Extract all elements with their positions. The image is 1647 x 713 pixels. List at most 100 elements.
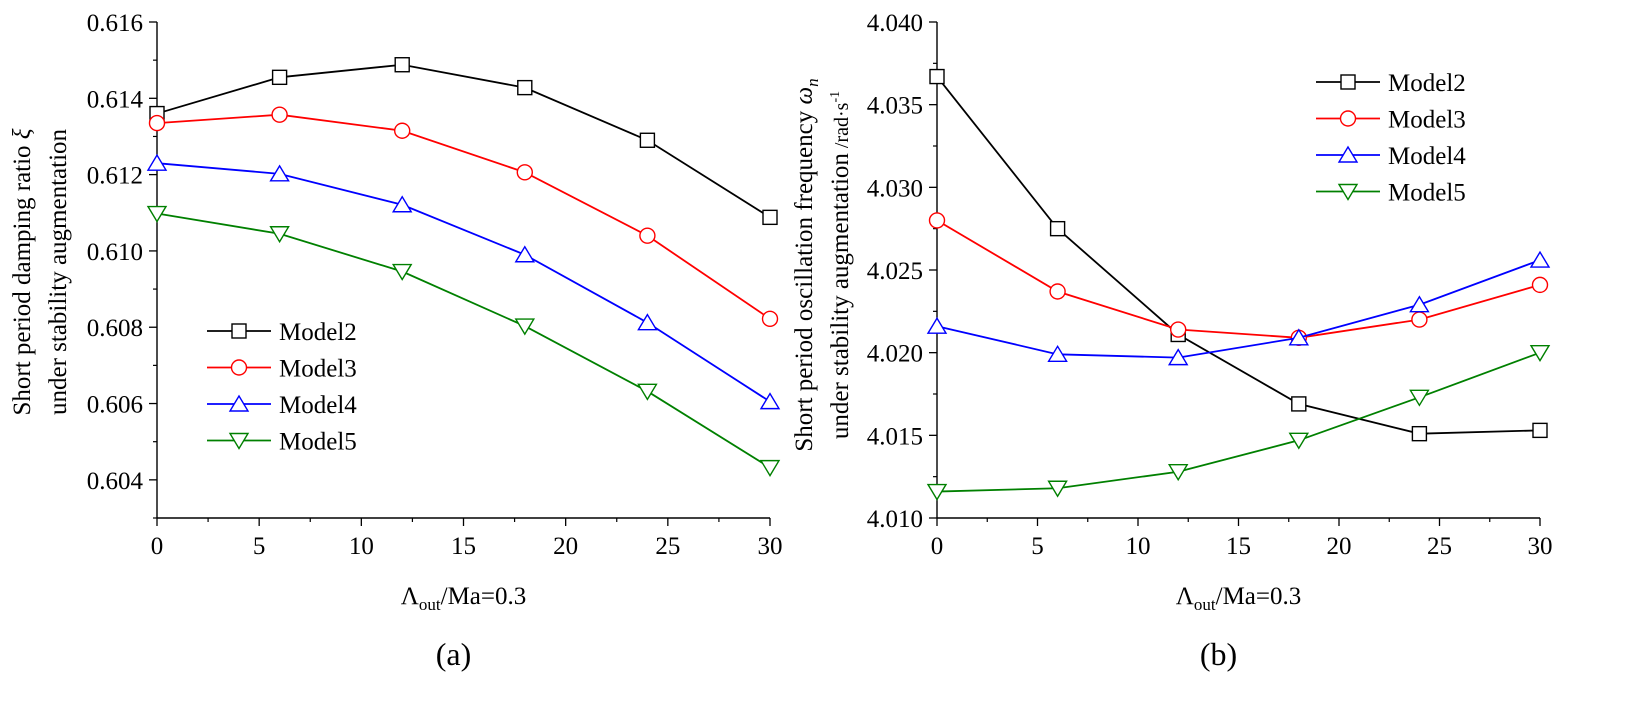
data-point — [1411, 425, 1428, 442]
series-model5 — [926, 344, 1551, 501]
legend-marker — [1339, 110, 1357, 127]
legend: Model2 Model3 Model4 Model5 — [207, 319, 357, 456]
x-axis-label: Λout/Ma=0.3 — [401, 583, 527, 614]
data-point — [1409, 295, 1430, 313]
legend-marker — [1340, 74, 1356, 90]
legend-marker — [228, 394, 250, 412]
y-tick-label: 0.614 — [87, 86, 144, 113]
data-point — [514, 318, 536, 336]
series-line — [936, 259, 1541, 359]
chart-panel-a: 0 5 10 15 20 25 30 0.604 0.606 0.608 0.610 0.612 0.6… — [9, 10, 783, 672]
x-tick-label: 10 — [349, 533, 374, 560]
data-point — [271, 106, 288, 123]
chart-panel-b: 0 5 10 15 20 25 30 4.010 4.015 4.020 4.025 4.030 4.0… — [791, 10, 1553, 672]
legend-label: Model2 — [279, 319, 357, 346]
data-point — [517, 79, 533, 96]
data-point — [1049, 220, 1066, 237]
y-tick-label: 4.025 — [867, 258, 923, 285]
data-point — [394, 57, 410, 73]
y-tick-label: 0.610 — [87, 239, 143, 266]
data-point — [761, 310, 779, 328]
data-point — [759, 392, 781, 410]
data-point — [637, 313, 658, 331]
legend-label: Model3 — [1388, 107, 1466, 134]
data-point — [928, 212, 946, 229]
data-point — [1531, 276, 1549, 294]
x-tick-label: 25 — [655, 533, 680, 560]
y-tick-label: 4.035 — [867, 93, 923, 120]
series-model3 — [928, 212, 1549, 346]
series-line — [156, 162, 771, 403]
data-point — [1532, 422, 1548, 439]
y-tick-label: 4.040 — [867, 10, 923, 37]
data-point — [639, 132, 656, 148]
y-axis-label-line2: under stability augmentation /rad·s-1 — [827, 91, 854, 439]
data-point — [926, 316, 948, 334]
x-tick-label: 5 — [253, 533, 266, 560]
x-tick-label: 25 — [1427, 533, 1452, 560]
data-point — [1167, 464, 1189, 482]
legend-marker — [231, 323, 247, 339]
data-point — [1047, 480, 1068, 498]
data-point — [759, 459, 781, 477]
y-axis-label-line1: Short period oscillation frequency ωn — [791, 78, 822, 451]
data-point — [1291, 396, 1307, 412]
data-point — [516, 164, 533, 181]
series-model4 — [926, 250, 1551, 366]
series-line — [936, 351, 1541, 493]
y-tick-label: 0.616 — [87, 10, 143, 37]
y-tick-label: 0.612 — [87, 163, 143, 190]
y-tick-label: 4.030 — [867, 175, 923, 202]
x-tick-label: 0 — [151, 533, 164, 560]
legend-label: Model5 — [1388, 180, 1466, 207]
data-point — [514, 245, 536, 263]
x-tick-label: 5 — [1031, 533, 1044, 560]
data-point — [394, 122, 411, 139]
series-line — [936, 219, 1541, 339]
data-point — [1529, 250, 1551, 268]
panel-label: (a) — [436, 636, 472, 672]
legend-marker — [228, 432, 250, 450]
series-line — [156, 63, 771, 219]
legend-marker — [1337, 183, 1359, 201]
data-point — [1288, 432, 1310, 450]
data-point — [762, 209, 778, 226]
data-point — [1169, 321, 1187, 338]
legend-label: Model4 — [279, 392, 357, 419]
series-model4 — [146, 153, 781, 410]
series-line — [936, 76, 1541, 435]
x-tick-label: 10 — [1126, 533, 1151, 560]
x-tick-label: 30 — [1528, 533, 1553, 560]
data-point — [639, 227, 656, 244]
legend: Model2 Model3 Model4 Model5 — [1316, 70, 1466, 207]
x-axis-label: Λout/Ma=0.3 — [1176, 583, 1302, 614]
x-tick-label: 15 — [451, 533, 476, 560]
data-point — [146, 205, 168, 223]
data-point — [1529, 344, 1551, 363]
data-point — [146, 153, 168, 171]
data-point — [391, 263, 413, 281]
series-line — [156, 212, 771, 469]
legend-label: Model5 — [279, 429, 357, 456]
y-tick-label: 4.010 — [867, 506, 923, 533]
data-point — [271, 69, 288, 86]
legend-label: Model3 — [279, 356, 357, 383]
legend-label: Model2 — [1388, 70, 1466, 97]
y-tick-label: 0.604 — [87, 468, 144, 495]
legend-label: Model4 — [1388, 143, 1466, 170]
x-tick-label: 0 — [931, 533, 944, 560]
data-point — [269, 164, 290, 182]
data-point — [929, 68, 945, 85]
legend-marker — [230, 359, 248, 376]
series-model5 — [146, 205, 781, 477]
x-tick-label: 15 — [1226, 533, 1251, 560]
data-point — [1167, 348, 1189, 366]
series-model2 — [929, 68, 1548, 442]
data-point — [637, 383, 658, 401]
series-model2 — [149, 57, 778, 226]
data-point — [1049, 283, 1066, 300]
data-point — [1047, 344, 1068, 363]
y-tick-label: 0.608 — [87, 315, 143, 342]
data-point — [1409, 389, 1430, 407]
data-point — [391, 195, 413, 213]
